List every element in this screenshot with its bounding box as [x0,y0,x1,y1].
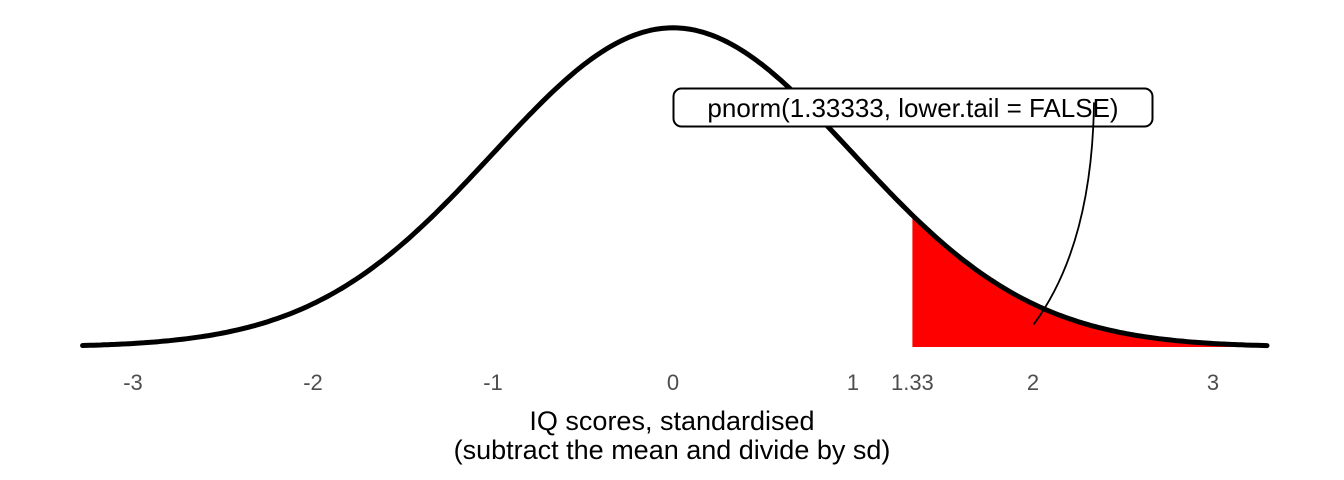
x-tick-label-3: 3 [1206,370,1220,395]
x-tick-label--3: -3 [123,370,143,395]
density-curve [80,25,1270,349]
annotation-label: pnorm(1.33333, lower.tail = FALSE) [707,93,1119,123]
x-tick-label--1: -1 [483,370,503,395]
annotation-callout-line [1033,102,1095,325]
x-tick-label-1.33: 1.33 [890,370,934,395]
x-tick-label-2: 2 [1026,370,1040,395]
x-tick-label-1: 1 [846,370,860,395]
x-tick-label--2: -2 [303,370,323,395]
x-axis-title-line1: IQ scores, standardised [529,406,815,436]
x-tick-label-0: 0 [666,370,680,395]
x-axis-title-line2: (subtract the mean and divide by sd) [453,435,891,465]
shaded-tail-region [912,215,1267,347]
